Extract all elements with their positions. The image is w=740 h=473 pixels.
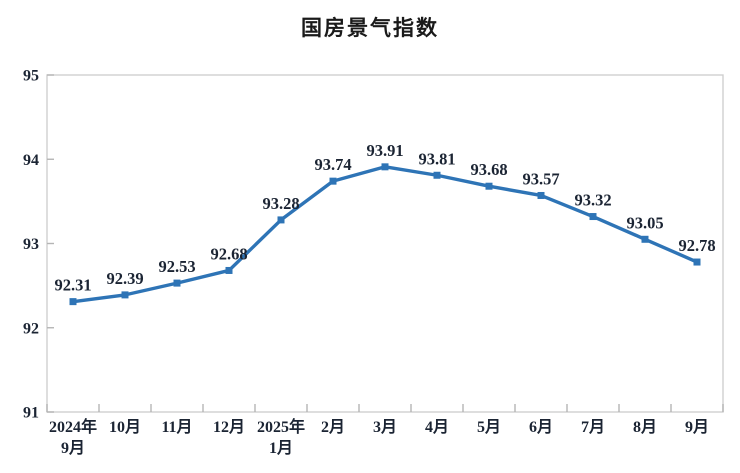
x-axis-label: 11月 xyxy=(161,418,192,436)
data-point-marker xyxy=(537,191,545,199)
y-axis-label: 93 xyxy=(23,236,39,253)
x-axis-label: 7月 xyxy=(581,418,605,436)
data-point-label: 93.32 xyxy=(574,191,611,210)
data-point-label: 93.91 xyxy=(366,141,403,160)
data-line xyxy=(71,165,699,304)
data-point-marker xyxy=(329,177,337,185)
data-point-label: 93.81 xyxy=(418,149,455,168)
x-axis-label: 9月 xyxy=(685,418,709,436)
data-point-marker xyxy=(69,298,77,306)
x-axis-label: 10月 xyxy=(109,418,141,436)
x-axis-label: 2025年 xyxy=(257,417,305,436)
data-point-label: 92.39 xyxy=(106,269,143,288)
x-axis-label: 1月 xyxy=(269,439,293,457)
data-point-label: 93.74 xyxy=(314,155,351,174)
data-point-marker xyxy=(693,258,701,266)
y-axis-label: 91 xyxy=(23,405,39,422)
y-axis-label: 95 xyxy=(23,68,39,85)
data-point-label: 92.68 xyxy=(210,244,247,263)
data-point-label: 93.05 xyxy=(626,213,663,232)
y-axis-label: 94 xyxy=(23,152,39,169)
x-axis-label: 2024年 xyxy=(49,417,97,436)
data-point-marker xyxy=(381,163,389,171)
x-axis-label: 6月 xyxy=(529,418,553,436)
x-axis-label: 8月 xyxy=(633,418,657,436)
data-point-marker xyxy=(589,213,597,221)
data-point-marker xyxy=(485,182,493,190)
y-axis-label: 92 xyxy=(23,320,39,337)
data-point-marker xyxy=(433,171,441,179)
data-point-label: 93.28 xyxy=(262,194,299,213)
data-point-label: 92.78 xyxy=(678,236,715,255)
chart-title: 国房景气指数 xyxy=(301,16,439,40)
x-axis-label: 9月 xyxy=(61,439,85,457)
x-axis-label: 3月 xyxy=(373,418,397,436)
x-axis-label: 4月 xyxy=(425,418,449,436)
data-point-marker xyxy=(121,291,129,299)
data-point-label: 92.53 xyxy=(158,257,195,276)
x-axis-label: 5月 xyxy=(477,418,501,436)
data-point-marker xyxy=(641,235,649,243)
data-point-marker xyxy=(225,266,233,274)
data-point-label: 93.57 xyxy=(522,169,559,188)
data-point-label: 92.31 xyxy=(54,276,91,295)
data-point-marker xyxy=(277,216,285,224)
x-axis-label: 2月 xyxy=(321,418,345,436)
data-point-label: 93.68 xyxy=(470,160,507,179)
x-axis-label: 12月 xyxy=(213,418,245,436)
data-point-marker xyxy=(173,279,181,287)
plot-border xyxy=(46,74,724,413)
